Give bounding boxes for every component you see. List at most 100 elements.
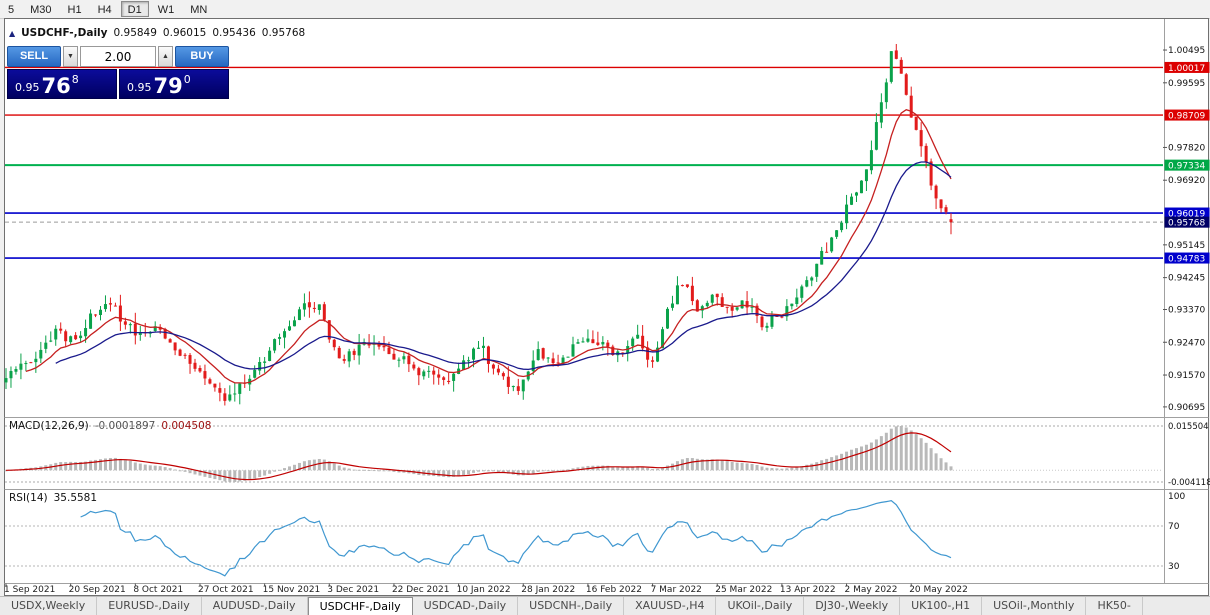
ask-point: 0 bbox=[183, 73, 191, 86]
slow-ma-line bbox=[55, 161, 952, 371]
timeframe-toolbar: 5 M30 H1 H4 D1 W1 MN bbox=[0, 0, 1210, 19]
svg-text:0.97820: 0.97820 bbox=[1168, 143, 1205, 153]
timeframe-m30[interactable]: M30 bbox=[23, 1, 58, 17]
svg-text:7 Mar 2022: 7 Mar 2022 bbox=[651, 585, 702, 595]
macd-title: MACD(12,26,9) bbox=[9, 420, 89, 432]
price-axis[interactable]: 1.00495 0.99595 0.97820 0.96920 0.95145 0.942… bbox=[1163, 46, 1210, 413]
volume-increase-button[interactable]: ▲ bbox=[158, 46, 173, 67]
price-badge: 0.96019 bbox=[1164, 207, 1210, 220]
svg-text:70: 70 bbox=[1168, 522, 1180, 532]
bid-point: 8 bbox=[71, 73, 79, 86]
ohlc-high: 0.96015 bbox=[162, 27, 207, 39]
macd-main-value: -0.0001897 bbox=[94, 420, 156, 432]
timeframe-5[interactable]: 5 bbox=[1, 1, 21, 17]
svg-text:8 Oct 2021: 8 Oct 2021 bbox=[133, 585, 183, 595]
timeframe-w1[interactable]: W1 bbox=[151, 1, 182, 17]
svg-text:0.94783: 0.94783 bbox=[1168, 255, 1205, 265]
svg-text:100: 100 bbox=[1168, 492, 1185, 502]
chevron-up-icon: ▲ bbox=[162, 53, 169, 60]
timeframe-d1[interactable]: D1 bbox=[120, 1, 149, 17]
svg-text:0.98709: 0.98709 bbox=[1168, 112, 1205, 122]
date-axis[interactable]: 1 Sep 2021 20 Sep 2021 8 Oct 2021 27 Oct 20… bbox=[4, 583, 968, 596]
chart-title: ▲ USDCHF-,Daily 0.95849 0.96015 0.95436 … bbox=[9, 27, 305, 39]
tab-uk100-h1[interactable]: UK100-,H1 bbox=[900, 597, 983, 615]
tab-dj30-weekly[interactable]: DJ30-,Weekly bbox=[804, 597, 901, 615]
price-badge: 1.00017 bbox=[1164, 61, 1210, 74]
ask-price[interactable]: 0.95 79 0 bbox=[119, 69, 229, 99]
macd-label: MACD(12,26,9) -0.0001897 0.004508 bbox=[9, 420, 211, 432]
macd-signal-value: 0.004508 bbox=[161, 420, 212, 432]
tab-audusd-daily[interactable]: AUDUSD-,Daily bbox=[202, 597, 308, 615]
rsi-value: 35.5581 bbox=[53, 492, 98, 504]
timeframe-h4[interactable]: H4 bbox=[91, 1, 119, 17]
macd-signal-line bbox=[5, 432, 952, 481]
price-badge: 0.97334 bbox=[1164, 159, 1210, 172]
svg-text:10 Jan 2022: 10 Jan 2022 bbox=[457, 585, 511, 595]
price-badge: 0.98709 bbox=[1164, 109, 1210, 122]
timeframe-mn[interactable]: MN bbox=[183, 1, 214, 17]
svg-text:1 Sep 2021: 1 Sep 2021 bbox=[4, 585, 55, 595]
svg-text:20 May 2022: 20 May 2022 bbox=[909, 585, 968, 595]
svg-text:16 Feb 2022: 16 Feb 2022 bbox=[586, 585, 642, 595]
tab-usdchf-daily[interactable]: USDCHF-,Daily bbox=[307, 597, 413, 615]
tab-usoil-monthly[interactable]: USOil-,Monthly bbox=[982, 597, 1087, 615]
svg-text:30: 30 bbox=[1168, 562, 1180, 572]
svg-text:0.96920: 0.96920 bbox=[1168, 176, 1205, 186]
bid-price[interactable]: 0.95 76 8 bbox=[7, 69, 117, 99]
tab-usdx-weekly[interactable]: USDX,Weekly bbox=[0, 597, 98, 615]
svg-text:0.93370: 0.93370 bbox=[1168, 305, 1205, 315]
horizontal-lines-layer bbox=[5, 66, 1163, 259]
svg-text:1.00495: 1.00495 bbox=[1168, 46, 1205, 56]
chart-tabs: USDX,Weekly EURUSD-,Daily AUDUSD-,Daily USD… bbox=[0, 596, 1210, 615]
collapse-icon[interactable]: ▲ bbox=[9, 28, 16, 38]
tab-xauusd-h4[interactable]: XAUUSD-,H4 bbox=[624, 597, 717, 615]
svg-text:0.92470: 0.92470 bbox=[1168, 338, 1205, 348]
candles-layer bbox=[4, 43, 953, 406]
chart-frame bbox=[4, 18, 1209, 596]
svg-text:13 Apr 2022: 13 Apr 2022 bbox=[780, 585, 836, 595]
svg-text:27 Oct 2021: 27 Oct 2021 bbox=[198, 585, 254, 595]
svg-text:0.96019: 0.96019 bbox=[1168, 210, 1205, 220]
volume-input[interactable] bbox=[80, 46, 156, 67]
svg-text:1.00017: 1.00017 bbox=[1168, 64, 1205, 74]
price-badge: 0.94783 bbox=[1164, 252, 1210, 265]
tab-ukoil-daily[interactable]: UKOil-,Daily bbox=[716, 597, 805, 615]
svg-text:3 Dec 2021: 3 Dec 2021 bbox=[327, 585, 379, 595]
tab-usdcnh-daily[interactable]: USDCNH-,Daily bbox=[518, 597, 625, 615]
svg-text:15 Nov 2021: 15 Nov 2021 bbox=[263, 585, 321, 595]
rsi-panel[interactable]: 100 70 30 bbox=[5, 492, 1185, 572]
rsi-title: RSI(14) bbox=[9, 492, 48, 504]
svg-text:0.95768: 0.95768 bbox=[1168, 219, 1205, 229]
buy-button[interactable]: BUY bbox=[175, 46, 229, 67]
svg-text:0.97334: 0.97334 bbox=[1168, 162, 1205, 172]
svg-text:25 Mar 2022: 25 Mar 2022 bbox=[715, 585, 772, 595]
rsi-line bbox=[80, 500, 952, 577]
bid-pips: 76 bbox=[41, 74, 71, 98]
svg-text:0.015504: 0.015504 bbox=[1168, 422, 1209, 432]
svg-text:0.95145: 0.95145 bbox=[1168, 241, 1205, 251]
svg-text:0.99595: 0.99595 bbox=[1168, 79, 1205, 89]
ask-prefix: 0.95 bbox=[127, 81, 152, 94]
symbol-label: USDCHF-,Daily bbox=[21, 27, 108, 39]
tab-usdcad-daily[interactable]: USDCAD-,Daily bbox=[413, 597, 519, 615]
tab-hk50[interactable]: HK50- bbox=[1086, 597, 1143, 615]
timeframe-h1[interactable]: H1 bbox=[61, 1, 89, 17]
rsi-label: RSI(14) 35.5581 bbox=[9, 492, 97, 504]
svg-text:0.94245: 0.94245 bbox=[1168, 274, 1205, 284]
svg-text:22 Dec 2021: 22 Dec 2021 bbox=[392, 585, 450, 595]
price-chart[interactable]: 0.015504 -0.004118 100 70 30 1.00495 0.99595 0.… bbox=[0, 0, 1210, 596]
sell-button[interactable]: SELL bbox=[7, 46, 61, 67]
svg-text:-0.004118: -0.004118 bbox=[1168, 478, 1210, 488]
svg-text:0.91570: 0.91570 bbox=[1168, 371, 1205, 381]
one-click-trading-panel: SELL ▼ ▲ BUY 0.95 76 8 0.95 79 0 bbox=[7, 46, 229, 99]
tab-eurusd-daily[interactable]: EURUSD-,Daily bbox=[97, 597, 202, 615]
bid-prefix: 0.95 bbox=[15, 81, 40, 94]
ohlc-open: 0.95849 bbox=[113, 27, 157, 39]
panel-separators[interactable] bbox=[4, 19, 1209, 584]
ohlc-close: 0.95768 bbox=[261, 27, 306, 39]
ask-pips: 79 bbox=[153, 74, 183, 98]
svg-text:20 Sep 2021: 20 Sep 2021 bbox=[69, 585, 126, 595]
svg-text:28 Jan 2022: 28 Jan 2022 bbox=[521, 585, 575, 595]
volume-decrease-button[interactable]: ▼ bbox=[63, 46, 78, 67]
